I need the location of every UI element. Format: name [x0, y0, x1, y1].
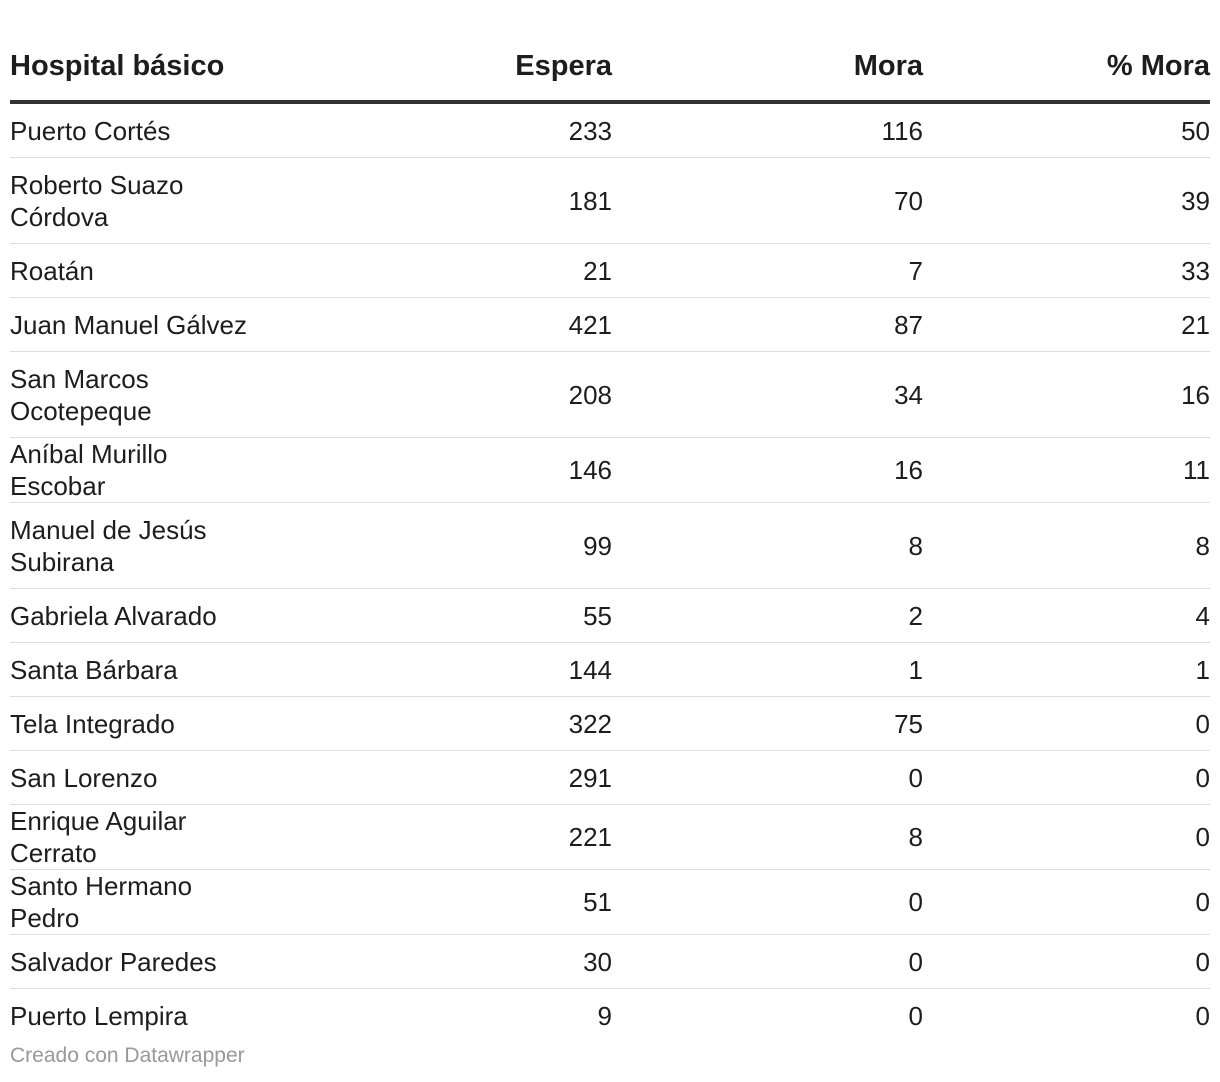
cell-mora: 116 [612, 102, 923, 158]
cell-hospital: Juan Manuel Gálvez [10, 297, 412, 352]
header-espera[interactable]: Espera [412, 36, 612, 104]
cell-mora: 7 [612, 243, 923, 298]
cell-mora: 70 [612, 157, 923, 244]
cell-espera: 291 [412, 750, 612, 805]
header-mora[interactable]: Mora [612, 36, 923, 104]
cell-mora: 16 [612, 437, 923, 503]
cell-pct-mora: 33 [923, 243, 1210, 298]
cell-pct-mora: 0 [923, 804, 1210, 870]
cell-mora: 1 [612, 642, 923, 697]
table-row: Tela Integrado 322 75 0 [10, 696, 1210, 751]
cell-espera: 322 [412, 696, 612, 751]
cell-hospital: Manuel de Jesús Subirana [10, 502, 412, 589]
cell-pct-mora: 8 [923, 502, 1210, 589]
cell-espera: 9 [597, 1000, 612, 1031]
cell-hospital: Enrique Aguilar Cerrato [10, 804, 412, 870]
cell-pct-mora: 11 [923, 437, 1210, 503]
table-header: Hospital básico Espera Mora % Mora [10, 36, 1210, 104]
cell-hospital: Tela Integrado [10, 696, 412, 751]
cell-pct-mora: 0 [923, 696, 1210, 751]
cell-hospital: Aníbal Murillo Escobar [10, 437, 412, 503]
cell-pct-mora: 1 [923, 642, 1210, 697]
cell-mora: 75 [612, 696, 923, 751]
cell-espera: 30 [412, 934, 612, 989]
cell-hospital: Puerto Cortés [10, 102, 412, 158]
table-row: Juan Manuel Gálvez 421 87 21 [10, 297, 1210, 352]
cell-mora: 0 [908, 1000, 923, 1031]
table-row: Puerto Lempira 9 0 0 [10, 989, 1210, 1043]
table-row: Santo Hermano Pedro 51 0 0 [10, 869, 1210, 935]
cell-hospital: Salvador Paredes [10, 934, 412, 989]
cell-espera: 144 [412, 642, 612, 697]
table-row: San Lorenzo 291 0 0 [10, 750, 1210, 805]
cell-hospital: Roatán [10, 243, 412, 298]
table-row: Roberto Suazo Córdova 181 70 39 [10, 157, 1210, 244]
cell-espera: 421 [412, 297, 612, 352]
cell-pct-mora: 0 [923, 750, 1210, 805]
cell-espera: 208 [412, 351, 612, 438]
cell-mora: 34 [612, 351, 923, 438]
table-row: Salvador Paredes 30 0 0 [10, 934, 1210, 989]
cell-mora: 8 [612, 502, 923, 589]
cell-pct-mora: 50 [923, 102, 1210, 158]
table-row: Manuel de Jesús Subirana 99 8 8 [10, 502, 1210, 589]
cell-pct-mora: 4 [923, 588, 1210, 643]
cell-hospital: Puerto Lempira [10, 1000, 188, 1031]
cell-mora: 0 [612, 934, 923, 989]
datawrapper-credit[interactable]: Creado con Datawrapper [10, 1044, 245, 1067]
cell-hospital: Santo Hermano Pedro [10, 869, 412, 935]
cell-pct-mora: 0 [1195, 1000, 1210, 1031]
cell-mora: 0 [612, 869, 923, 935]
cell-espera: 21 [412, 243, 612, 298]
cell-espera: 55 [412, 588, 612, 643]
cell-hospital: San Marcos Ocotepeque [10, 351, 412, 438]
header-hospital[interactable]: Hospital básico [10, 36, 412, 104]
table-body: Puerto Cortés 233 116 50 Roberto Suazo C… [10, 102, 1210, 1042]
cell-espera: 221 [412, 804, 612, 870]
cell-mora: 0 [612, 750, 923, 805]
cell-mora: 2 [612, 588, 923, 643]
cell-espera: 233 [412, 102, 612, 158]
cell-hospital: Roberto Suazo Córdova [10, 157, 412, 244]
table-row: Aníbal Murillo Escobar 146 16 11 [10, 437, 1210, 503]
cell-hospital: Gabriela Alvarado [10, 588, 412, 643]
table-row: Gabriela Alvarado 55 2 4 [10, 588, 1210, 643]
cell-espera: 51 [412, 869, 612, 935]
cell-espera: 181 [412, 157, 612, 244]
table-row: Roatán 21 7 33 [10, 243, 1210, 298]
cell-pct-mora: 0 [923, 869, 1210, 935]
table-row: Puerto Cortés 233 116 50 [10, 102, 1210, 158]
cell-hospital: San Lorenzo [10, 750, 412, 805]
table-row: Santa Bárbara 144 1 1 [10, 642, 1210, 697]
cell-pct-mora: 39 [923, 157, 1210, 244]
cell-pct-mora: 21 [923, 297, 1210, 352]
header-row: Hospital básico Espera Mora % Mora [10, 36, 1210, 104]
cell-hospital: Santa Bárbara [10, 642, 412, 697]
hospital-table: Hospital básico Espera Mora % Mora Puert… [10, 36, 1210, 1042]
cell-espera: 99 [412, 502, 612, 589]
header-pct-mora[interactable]: % Mora [923, 36, 1210, 104]
table-row: Enrique Aguilar Cerrato 221 8 0 [10, 804, 1210, 870]
cell-pct-mora: 16 [923, 351, 1210, 438]
cell-espera: 146 [412, 437, 612, 503]
cell-mora: 87 [612, 297, 923, 352]
cell-mora: 8 [612, 804, 923, 870]
cell-pct-mora: 0 [923, 934, 1210, 989]
table-row: San Marcos Ocotepeque 208 34 16 [10, 351, 1210, 438]
